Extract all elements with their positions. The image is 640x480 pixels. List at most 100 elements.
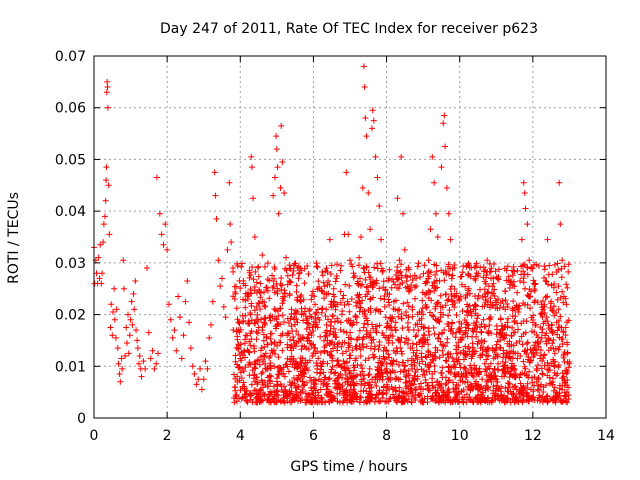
data-point-dense [286, 292, 293, 299]
data-point-dense [256, 361, 263, 368]
data-point-dense [366, 371, 373, 378]
data-point-dense [472, 277, 479, 284]
data-point-dense [483, 372, 490, 379]
data-point-dense [395, 274, 402, 281]
data-point [155, 350, 161, 357]
data-point-dense [516, 338, 523, 345]
data-point-dense [383, 381, 390, 388]
data-point-dense [273, 391, 280, 398]
data-point-dense [308, 387, 315, 394]
data-point-dense [357, 388, 364, 395]
data-point-dense [357, 304, 364, 311]
data-point-dense [354, 278, 361, 285]
data-point-dense [435, 299, 442, 306]
data-point-dense [459, 269, 466, 276]
data-point-dense [343, 348, 350, 355]
data-point-dense [323, 327, 330, 334]
data-point-dense [484, 384, 491, 391]
data-point-dense [540, 355, 547, 362]
data-point-dense [473, 319, 480, 326]
data-point [495, 360, 502, 367]
data-point-dense [290, 357, 297, 364]
data-point-dense [530, 317, 537, 324]
data-point-dense [252, 360, 259, 367]
data-point-dense [543, 330, 550, 337]
data-point-dense [297, 265, 304, 272]
data-point-dense [414, 321, 421, 328]
data-point-dense [412, 352, 419, 359]
data-point-dense [346, 308, 353, 315]
data-point-dense [450, 379, 457, 386]
data-point-dense [550, 394, 557, 401]
data-point-dense [382, 356, 389, 363]
data-point-dense [411, 359, 418, 366]
data-point [189, 363, 196, 370]
data-point [156, 210, 163, 217]
data-point-dense [351, 382, 358, 389]
data-point-dense [379, 373, 386, 380]
data-point-dense [359, 341, 366, 348]
data-point-dense [453, 356, 460, 363]
data-point-dense [237, 285, 244, 292]
data-point-dense [448, 290, 455, 297]
data-point-dense [308, 342, 315, 349]
data-point-dense [254, 311, 261, 318]
data-point-dense [416, 317, 423, 324]
data-point-dense [469, 372, 476, 379]
data-point-dense [293, 339, 300, 346]
data-point-dense [419, 371, 426, 378]
data-point-dense [502, 354, 509, 361]
data-point-dense [422, 280, 429, 287]
data-point-dense [365, 288, 372, 295]
data-point-dense [479, 294, 486, 301]
data-point-dense [256, 300, 263, 307]
data-point-dense [311, 293, 318, 300]
data-point [359, 184, 366, 191]
data-point-dense [447, 327, 454, 334]
data-point [272, 174, 279, 181]
data-point [119, 365, 126, 372]
data-point-dense [321, 295, 328, 302]
data-point-dense [342, 371, 349, 378]
data-point-dense [328, 352, 335, 359]
data-point-dense [481, 323, 488, 330]
data-point [110, 308, 117, 315]
data-point-dense [360, 324, 367, 331]
data-point-dense [273, 316, 280, 323]
data-point [222, 314, 229, 321]
data-point-dense [278, 282, 285, 289]
data-point-dense [531, 397, 538, 404]
data-point-dense [475, 386, 482, 393]
data-point-dense [253, 336, 260, 343]
data-point-dense [255, 299, 262, 306]
data-point-dense [555, 324, 562, 331]
data-point-dense [429, 356, 436, 363]
data-point-dense [317, 333, 324, 340]
data-point-dense [540, 399, 547, 406]
data-point-dense [266, 372, 273, 379]
data-point [442, 143, 449, 150]
data-point-dense [316, 399, 323, 406]
data-point-dense [434, 284, 441, 291]
data-point-dense [543, 382, 550, 389]
data-point-dense [363, 399, 370, 406]
data-point-dense [462, 352, 469, 359]
data-point-dense [279, 347, 286, 354]
data-point-dense [235, 319, 242, 326]
data-point [365, 190, 372, 197]
data-point-dense [239, 385, 246, 392]
data-point-dense [453, 312, 460, 319]
data-point-dense [546, 374, 553, 381]
data-point-dense [495, 273, 502, 280]
data-point-dense [327, 301, 334, 308]
data-point-dense [283, 267, 290, 274]
data-point [551, 350, 558, 357]
data-point [522, 205, 529, 212]
data-point-dense [386, 266, 393, 273]
data-point-dense [544, 366, 551, 373]
data-point-dense [451, 262, 458, 269]
data-point [213, 215, 220, 222]
data-point [555, 283, 562, 290]
data-point-dense [330, 345, 337, 352]
data-point-dense [473, 328, 480, 335]
